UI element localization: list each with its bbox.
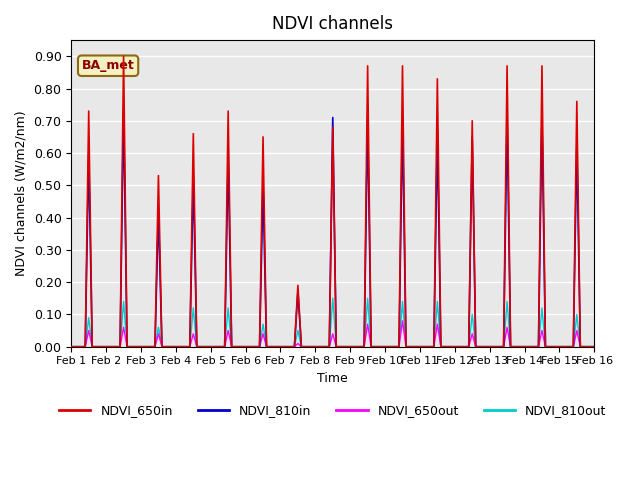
X-axis label: Time: Time xyxy=(317,372,348,385)
Title: NDVI channels: NDVI channels xyxy=(272,15,393,33)
Text: BA_met: BA_met xyxy=(82,59,134,72)
Legend: NDVI_650in, NDVI_810in, NDVI_650out, NDVI_810out: NDVI_650in, NDVI_810in, NDVI_650out, NDV… xyxy=(54,399,611,422)
Y-axis label: NDVI channels (W/m2/nm): NDVI channels (W/m2/nm) xyxy=(15,110,28,276)
